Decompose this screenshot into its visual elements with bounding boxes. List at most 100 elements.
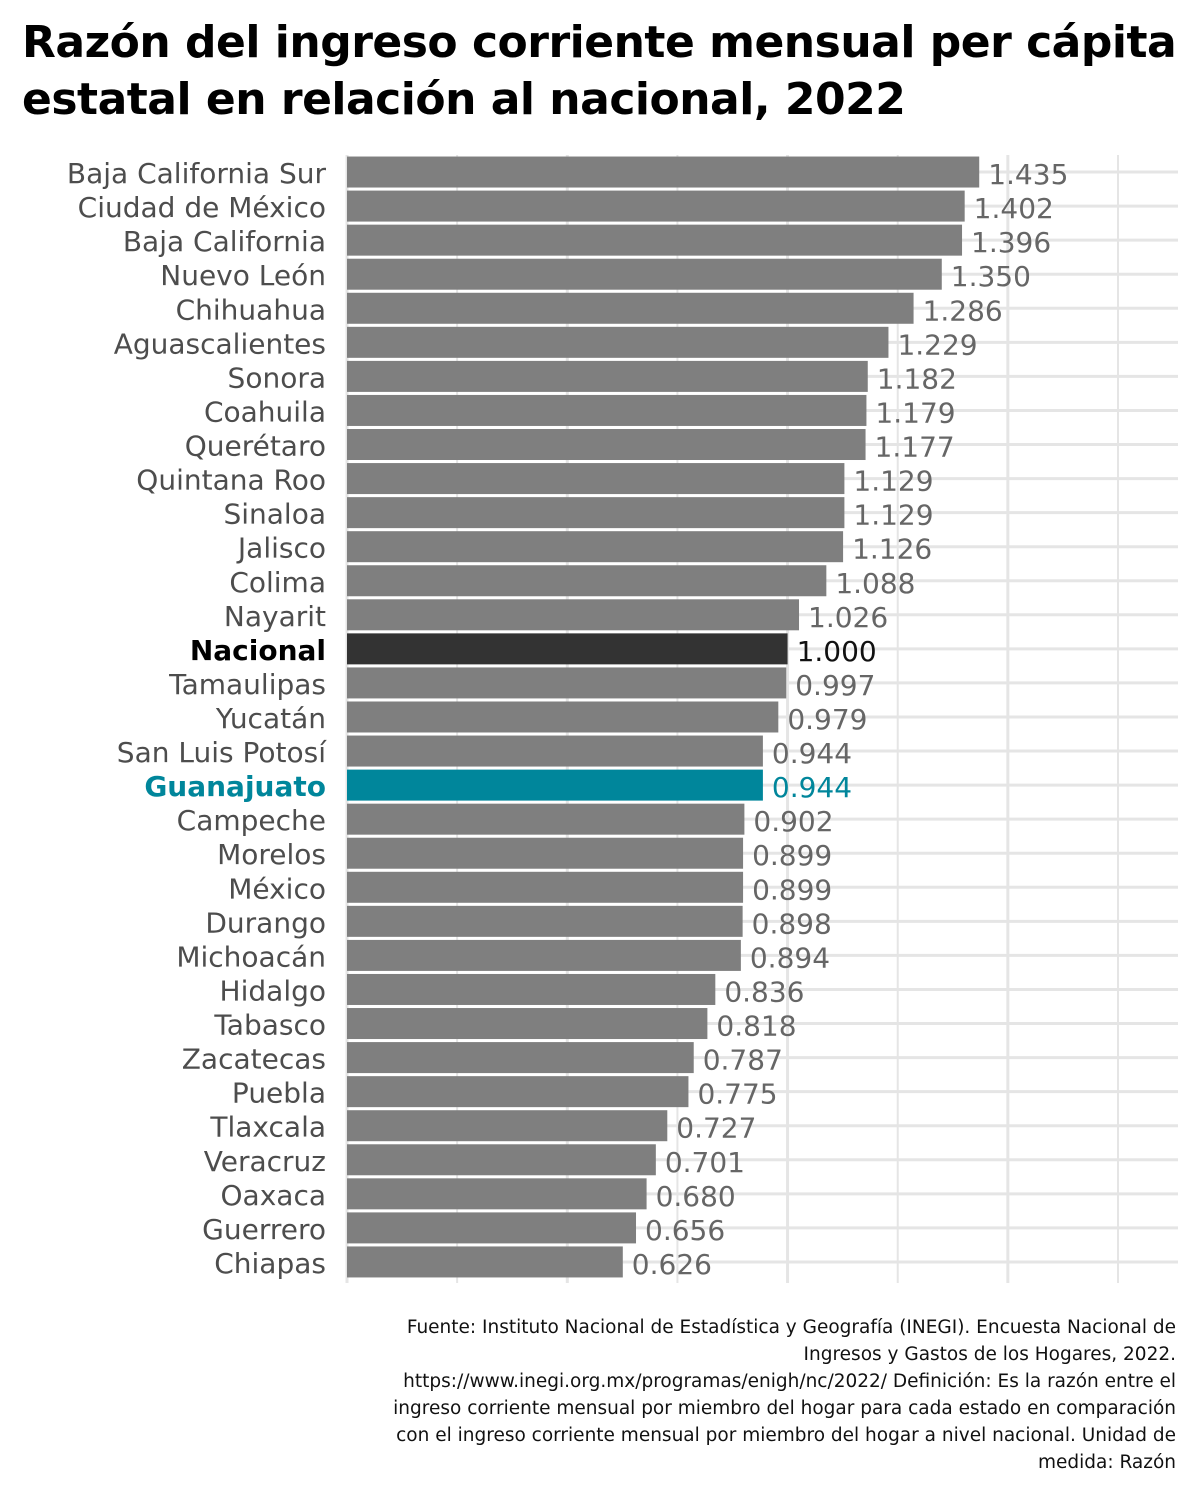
bar-jalisco xyxy=(347,531,844,563)
value-label-coahuila: 1.179 xyxy=(875,396,955,429)
category-label-san-luis-potosi: San Luis Potosí xyxy=(117,736,327,769)
bar-quintana-roo xyxy=(347,463,845,495)
bar-chihuahua xyxy=(347,292,914,324)
value-label-guerrero: 0.656 xyxy=(645,1214,725,1247)
bar-hidalgo xyxy=(347,973,716,1005)
value-label-aguascalientes: 1.229 xyxy=(897,328,977,361)
bar-san-luis-potosi xyxy=(347,735,763,767)
value-label-quintana-roo: 1.129 xyxy=(853,465,933,498)
value-labels: 1.4351.4021.3961.3501.2861.2291.1821.179… xyxy=(632,158,1069,1281)
value-label-veracruz: 0.701 xyxy=(665,1146,745,1179)
bar-chiapas xyxy=(347,1246,623,1278)
bar-tlaxcala xyxy=(347,1110,668,1142)
bar-baja-california-sur xyxy=(347,156,980,188)
category-label-ciudad-de-mexico: Ciudad de México xyxy=(78,191,326,224)
bar-guerrero xyxy=(347,1212,637,1244)
category-label-aguascalientes: Aguascalientes xyxy=(114,327,326,360)
category-label-nayarit: Nayarit xyxy=(224,600,326,633)
bar-tabasco xyxy=(347,1008,708,1040)
value-label-san-luis-potosi: 0.944 xyxy=(772,737,852,770)
bar-durango xyxy=(347,905,743,937)
category-label-tabasco: Tabasco xyxy=(213,1009,326,1042)
bar-tamaulipas xyxy=(347,667,787,699)
category-label-zacatecas: Zacatecas xyxy=(182,1043,326,1076)
value-label-michoacan: 0.894 xyxy=(750,941,830,974)
bar-michoacan xyxy=(347,939,741,971)
category-label-michoacan: Michoacán xyxy=(176,940,326,973)
value-label-zacatecas: 0.787 xyxy=(703,1044,783,1077)
bar-puebla xyxy=(347,1076,689,1108)
category-label-chihuahua: Chihuahua xyxy=(176,293,326,326)
value-label-nuevo-leon: 1.350 xyxy=(951,260,1031,293)
bar-ciudad-de-mexico xyxy=(347,190,965,222)
value-label-durango: 0.898 xyxy=(752,907,832,940)
source-note: Fuente: Instituto Nacional de Estadístic… xyxy=(393,1317,1176,1473)
value-label-colima: 1.088 xyxy=(835,567,915,600)
value-label-nacional: 1.000 xyxy=(797,635,877,668)
bar-guanajuato xyxy=(347,769,763,801)
value-label-mexico: 0.899 xyxy=(752,873,832,906)
value-label-campeche: 0.902 xyxy=(753,805,833,838)
category-label-mexico: México xyxy=(228,872,326,905)
category-label-nuevo-leon: Nuevo León xyxy=(160,259,326,292)
value-label-oaxaca: 0.680 xyxy=(656,1180,736,1213)
category-label-baja-california-sur: Baja California Sur xyxy=(67,157,327,190)
value-label-baja-california-sur: 1.435 xyxy=(988,158,1068,191)
category-label-jalisco: Jalisco xyxy=(236,532,326,565)
category-label-tamaulipas: Tamaulipas xyxy=(168,668,326,701)
bar-layer xyxy=(347,156,980,1278)
category-label-queretaro: Querétaro xyxy=(185,430,326,463)
category-label-chiapas: Chiapas xyxy=(214,1247,326,1280)
category-label-guerrero: Guerrero xyxy=(202,1213,326,1246)
bar-coahuila xyxy=(347,394,867,426)
value-label-chiapas: 0.626 xyxy=(632,1248,712,1281)
category-label-quintana-roo: Quintana Roo xyxy=(136,464,326,497)
bar-yucatan xyxy=(347,701,779,733)
value-label-nayarit: 1.026 xyxy=(808,601,888,634)
bar-baja-california xyxy=(347,224,963,256)
bar-sinaloa xyxy=(347,497,845,529)
value-label-chihuahua: 1.286 xyxy=(923,294,1003,327)
value-label-sonora: 1.182 xyxy=(877,362,957,395)
value-label-tabasco: 0.818 xyxy=(716,1010,796,1043)
bar-nuevo-leon xyxy=(347,258,942,290)
bar-veracruz xyxy=(347,1144,656,1176)
category-label-oaxaca: Oaxaca xyxy=(221,1179,326,1212)
bar-mexico xyxy=(347,871,744,903)
bar-colima xyxy=(347,565,827,597)
bar-nacional xyxy=(347,633,788,665)
value-label-queretaro: 1.177 xyxy=(875,431,955,464)
bar-campeche xyxy=(347,803,745,835)
category-label-colima: Colima xyxy=(229,566,326,599)
category-label-hidalgo: Hidalgo xyxy=(220,974,326,1007)
category-label-guanajuato: Guanajuato xyxy=(144,770,326,803)
bar-sonora xyxy=(347,360,868,392)
category-label-morelos: Morelos xyxy=(217,838,326,871)
category-label-puebla: Puebla xyxy=(232,1077,326,1110)
bar-queretaro xyxy=(347,429,866,461)
value-label-sinaloa: 1.129 xyxy=(853,499,933,532)
category-label-veracruz: Veracruz xyxy=(204,1145,326,1178)
bar-zacatecas xyxy=(347,1042,694,1074)
value-label-baja-california: 1.396 xyxy=(971,226,1051,259)
category-label-sonora: Sonora xyxy=(228,361,326,394)
value-label-morelos: 0.899 xyxy=(752,839,832,872)
bar-oaxaca xyxy=(347,1178,647,1210)
category-label-sinaloa: Sinaloa xyxy=(223,498,326,531)
category-label-yucatan: Yucatán xyxy=(215,702,326,735)
category-label-tlaxcala: Tlaxcala xyxy=(209,1111,326,1144)
value-label-tlaxcala: 0.727 xyxy=(676,1112,756,1145)
category-label-campeche: Campeche xyxy=(177,804,326,837)
value-label-guanajuato: 0.944 xyxy=(772,771,852,804)
value-label-ciudad-de-mexico: 1.402 xyxy=(974,192,1054,225)
value-label-hidalgo: 0.836 xyxy=(724,975,804,1008)
bar-aguascalientes xyxy=(347,326,889,358)
category-label-baja-california: Baja California xyxy=(123,225,326,258)
value-label-jalisco: 1.126 xyxy=(852,533,932,566)
bar-morelos xyxy=(347,837,744,869)
category-label-coahuila: Coahuila xyxy=(204,395,326,428)
value-label-yucatan: 0.979 xyxy=(787,703,867,736)
bar-nayarit xyxy=(347,599,800,631)
